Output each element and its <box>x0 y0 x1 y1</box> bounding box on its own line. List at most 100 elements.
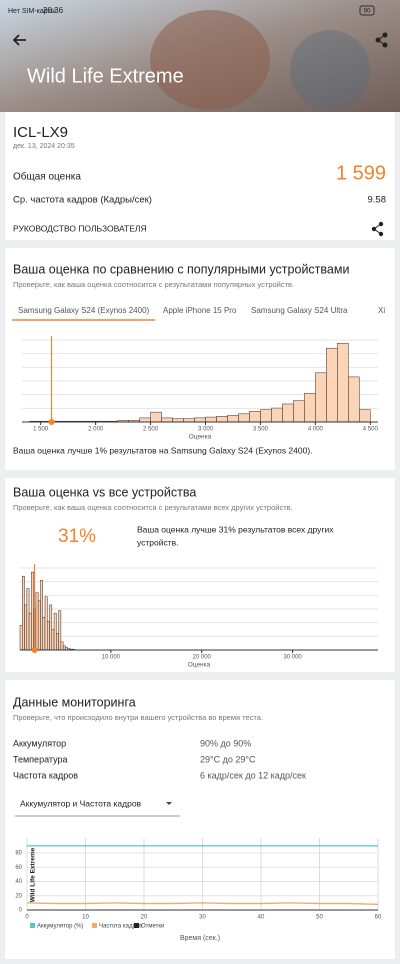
x-tick-label: 30 <box>199 915 206 921</box>
y-tick-label: 60 <box>15 865 22 871</box>
histogram-bar <box>326 347 338 423</box>
score-dot <box>48 419 55 425</box>
histogram-bar <box>26 588 30 651</box>
battery-icon <box>359 5 375 16</box>
histogram-bar <box>35 592 39 651</box>
x-tick-label: 1 500 <box>33 427 49 433</box>
tab[interactable]: Samsung Galaxy S24 Ultra <box>251 306 348 315</box>
histogram-bar <box>58 610 62 651</box>
x-tick-label: 10 000 <box>102 655 121 661</box>
histogram-bar <box>62 645 66 651</box>
legend-label: Частота кадров <box>99 924 142 930</box>
histogram-bar <box>315 372 327 423</box>
dropdown-arrow[interactable] <box>166 802 172 805</box>
monitoring-card <box>5 680 395 959</box>
histogram-bar <box>139 417 151 423</box>
x-axis-label: Оценка <box>188 662 211 669</box>
x-tick-label: 10 <box>82 915 89 921</box>
y-tick-label: 0 <box>19 908 23 914</box>
row-label: Частота кадров <box>13 770 78 780</box>
histogram-bar <box>51 629 55 651</box>
histogram-bar <box>28 612 32 651</box>
x-tick-label: 0 <box>25 915 29 921</box>
section-title: Ваша оценка по сравнению с популярными у… <box>13 262 349 276</box>
x-tick-label: 2 000 <box>88 427 104 433</box>
histogram-bar <box>260 409 272 423</box>
x-tick-label: 4 500 <box>363 427 379 433</box>
summary-card <box>5 112 395 240</box>
histogram-bar <box>337 343 349 423</box>
histogram-bar <box>238 413 250 423</box>
x-tick-label: 20 <box>141 915 148 921</box>
x-axis-label: Оценка <box>189 434 212 441</box>
histogram-bar <box>282 403 294 423</box>
x-tick-label: 3 000 <box>198 427 214 433</box>
fps: 9.58 <box>368 195 387 206</box>
histogram-bar <box>44 596 48 651</box>
x-tick-label: 50 <box>316 915 323 921</box>
histogram-bar <box>161 417 173 423</box>
score-dot <box>31 647 38 653</box>
share-button[interactable] <box>375 32 388 48</box>
percentile-text: Ваша оценка лучше 31% результатов всех д… <box>137 524 334 534</box>
legend-label: Отметки <box>141 924 164 930</box>
device-name: ICL-LX9 <box>13 124 68 141</box>
legend-swatch <box>92 923 97 928</box>
percentile: 31% <box>58 526 96 547</box>
histogram-bar <box>47 621 50 651</box>
histogram-bar <box>205 416 217 423</box>
guide-share[interactable] <box>371 221 384 237</box>
section-title: Ваша оценка vs все устройства <box>13 485 196 499</box>
histogram-bar <box>37 600 41 651</box>
x-tick-label: 2 500 <box>143 427 159 433</box>
histogram-bar <box>271 407 283 423</box>
histogram-bar <box>40 580 43 651</box>
histogram-bar <box>348 376 360 423</box>
section-subtitle: Проверьте, как ваша оценка соотносится с… <box>13 280 294 289</box>
section-title: Данные мониторинга <box>13 695 136 709</box>
percentile-text: устройств. <box>137 537 179 547</box>
histogram-bar <box>53 612 57 651</box>
series-line <box>26 902 379 905</box>
x-tick-label: 60 <box>375 915 382 921</box>
histogram-bar <box>42 616 46 651</box>
score-label: Общая оценка <box>13 171 81 183</box>
all-devices-card <box>5 478 395 672</box>
tab[interactable]: Apple iPhone 15 Pro <box>163 306 237 315</box>
guide-link[interactable]: РУКОВОДСТВО ПОЛЬЗОВАТЕЛЯ <box>13 223 147 233</box>
dropdown[interactable]: Аккумулятор и Частота кадров <box>20 798 142 808</box>
back-button[interactable] <box>12 34 26 46</box>
histogram-bar <box>359 409 371 423</box>
histogram-bar <box>150 411 162 423</box>
x-tick-label: 3 500 <box>253 427 269 433</box>
date: дек. 13, 2024 20:35 <box>13 143 75 150</box>
histogram-bar <box>31 571 34 651</box>
section-subtitle: Проверьте, как ваша оценка соотносится с… <box>13 503 293 512</box>
y-tick-label: 20 <box>15 893 22 899</box>
y-tick-label: 80 <box>15 851 22 857</box>
x-axis-label: Время (сек.) <box>180 935 220 942</box>
row-label: Температура <box>13 754 68 764</box>
tab[interactable]: Samsung Galaxy S24 (Exynos 2400) <box>18 306 150 315</box>
test-title: Wild Life Extreme <box>27 65 184 87</box>
tab[interactable]: Xi <box>378 306 385 315</box>
histogram-bar <box>249 411 261 423</box>
x-tick-label: 4 000 <box>308 427 324 433</box>
row-value: 29°C до 29°C <box>200 754 256 764</box>
histogram-bar <box>24 604 28 651</box>
x-tick-label: 20 000 <box>193 655 212 661</box>
legend-label: Аккумулятор (%) <box>37 924 83 930</box>
score: 1 599 <box>336 162 386 184</box>
battery-level: 90 <box>364 9 371 15</box>
comparison-result: Ваша оценка лучше 1% результатов на Sams… <box>13 445 313 455</box>
banner-art <box>290 30 370 110</box>
row-value: 90% до 90% <box>200 738 251 748</box>
legend-swatch <box>134 923 139 928</box>
histogram-bar <box>60 641 64 651</box>
fps-label: Ср. частота кадров (Кадры/сек) <box>13 195 152 206</box>
y-tick-label: 40 <box>15 879 22 885</box>
histogram-bar <box>216 416 228 423</box>
x-tick-label: 40 <box>258 915 265 921</box>
